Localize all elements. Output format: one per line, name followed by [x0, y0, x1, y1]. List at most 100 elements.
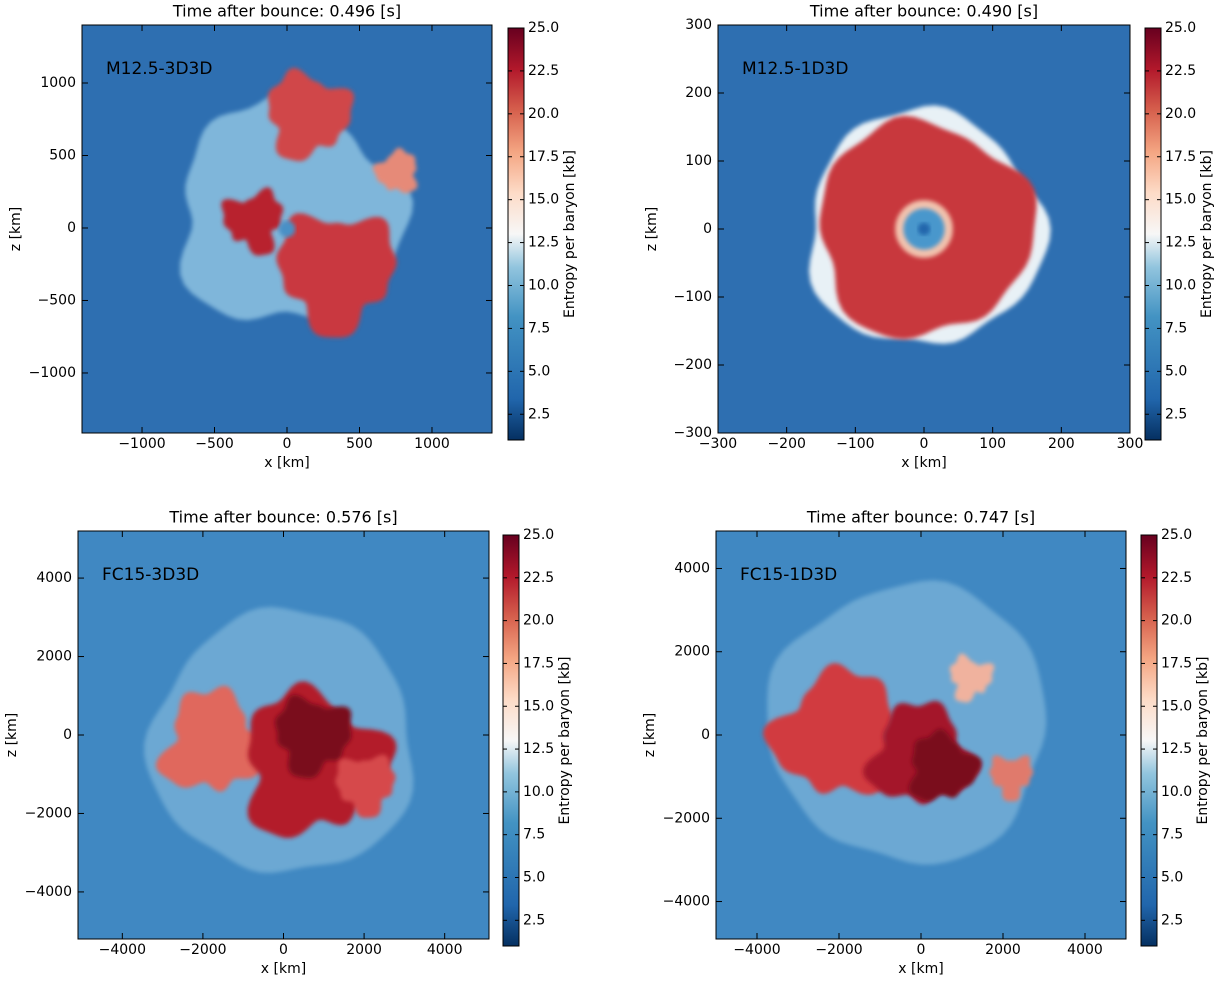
x-tick-label: 0 — [920, 436, 929, 452]
y-tick-label: 500 — [49, 147, 76, 163]
y-tick-label: −1000 — [29, 365, 76, 381]
colorbar-tick-label: 15.0 — [1161, 698, 1192, 714]
field-structure — [275, 694, 352, 779]
x-axis-label: x [km] — [898, 961, 943, 977]
y-tick-label: 1000 — [40, 75, 76, 91]
x-tick-label: 4000 — [427, 942, 463, 958]
colorbar-tick-label: 12.5 — [1165, 235, 1196, 251]
field-image — [78, 531, 489, 939]
y-axis-label: z [km] — [4, 713, 20, 757]
colorbar-tick-label: 12.5 — [1161, 741, 1192, 757]
colorbar — [507, 27, 525, 441]
y-tick-label: −4000 — [25, 884, 72, 900]
colorbar-tick-label: 17.5 — [528, 149, 559, 165]
x-tick-label: −4000 — [733, 942, 780, 958]
x-tick-label: 4000 — [1067, 942, 1103, 958]
y-axis-label: z [km] — [8, 207, 24, 251]
colorbar-tick-label: 2.5 — [1165, 406, 1187, 422]
colorbar-tick-label: 22.5 — [1161, 570, 1192, 586]
colorbar-label: Entropy per baryon [kb] — [1195, 657, 1211, 825]
y-tick-label: 0 — [63, 727, 72, 743]
x-tick-label: 500 — [346, 436, 373, 452]
field-structure — [221, 187, 284, 256]
colorbar-tick-label: 25.0 — [1165, 20, 1196, 36]
colorbar-label: Entropy per baryon [kb] — [1199, 150, 1215, 318]
x-tick-label: 0 — [283, 436, 292, 452]
field-structure — [335, 754, 396, 818]
field-structure — [276, 213, 397, 338]
x-tick-label: −500 — [195, 436, 233, 452]
x-tick-label: −4000 — [99, 942, 146, 958]
colorbar-tick-label: 17.5 — [523, 655, 554, 671]
y-axis-label: z [km] — [642, 713, 658, 757]
y-tick-label: −2000 — [663, 810, 710, 826]
panel: Time after bounce: 0.496 [s] M12.5-3D3D x … — [8, 2, 578, 472]
field-structure — [155, 685, 277, 792]
colorbar-tick-label: 17.5 — [1161, 655, 1192, 671]
field-structure — [372, 147, 418, 194]
colorbar-tick-label: 10.0 — [523, 784, 554, 800]
y-tick-label: 2000 — [36, 649, 72, 665]
panel: Time after bounce: 0.490 [s] M12.5-1D3D x … — [644, 2, 1215, 472]
annotation: M12.5-3D3D — [106, 59, 212, 79]
y-tick-label: 0 — [703, 221, 712, 237]
colorbar-tick-label: 15.0 — [1165, 192, 1196, 208]
colorbar — [1144, 27, 1162, 441]
colorbar-tick-label: 15.0 — [528, 192, 559, 208]
chart-title: Time after bounce: 0.747 [s] — [806, 508, 1035, 527]
x-tick-label: 300 — [1117, 436, 1144, 452]
colorbar-tick-label: 5.0 — [1161, 870, 1183, 886]
colorbar-tick-label: 7.5 — [1165, 320, 1187, 336]
y-tick-label: −2000 — [25, 805, 72, 821]
colorbar-label: Entropy per baryon [kb] — [562, 150, 578, 318]
colorbar-tick-label: 22.5 — [528, 63, 559, 79]
x-tick-label: −2000 — [179, 942, 226, 958]
y-tick-label: −200 — [674, 357, 712, 373]
colorbar-tick-label: 10.0 — [1165, 278, 1196, 294]
y-tick-label: 300 — [685, 17, 712, 33]
y-tick-label: −500 — [38, 292, 76, 308]
colorbar-tick-label: 7.5 — [523, 827, 545, 843]
field-image — [82, 25, 492, 433]
colorbar-tick-label: 2.5 — [523, 912, 545, 928]
x-tick-label: −2000 — [815, 942, 862, 958]
colorbar-tick-label: 22.5 — [1165, 63, 1196, 79]
field-structure — [989, 755, 1034, 802]
x-axis-label: x [km] — [901, 455, 946, 471]
colorbar-tick-label: 17.5 — [1165, 149, 1196, 165]
x-tick-label: 1000 — [414, 436, 450, 452]
x-tick-label: −200 — [767, 436, 805, 452]
y-tick-label: −100 — [674, 289, 712, 305]
colorbar-tick-label: 7.5 — [528, 320, 550, 336]
field-structure — [949, 653, 995, 703]
colorbar-tick-label: 10.0 — [528, 278, 559, 294]
colorbar-tick-label: 5.0 — [528, 363, 550, 379]
colorbar-tick-label: 25.0 — [523, 527, 554, 543]
colorbar-tick-label: 15.0 — [523, 698, 554, 714]
x-tick-label: 2000 — [346, 942, 382, 958]
annotation: FC15-3D3D — [102, 565, 199, 585]
y-tick-label: 4000 — [36, 570, 72, 586]
x-tick-label: −100 — [836, 436, 874, 452]
field-image — [718, 25, 1130, 433]
colorbar-tick-label: 5.0 — [523, 870, 545, 886]
annotation: M12.5-1D3D — [742, 59, 848, 79]
x-tick-label: −300 — [699, 436, 737, 452]
colorbar-tick-label: 20.0 — [1165, 106, 1196, 122]
colorbar-tick-label: 12.5 — [528, 235, 559, 251]
x-axis-label: x [km] — [264, 455, 309, 471]
x-tick-label: 2000 — [985, 942, 1021, 958]
chart-title: Time after bounce: 0.496 [s] — [172, 2, 401, 21]
colorbar-tick-label: 22.5 — [523, 570, 554, 586]
y-tick-label: 2000 — [674, 644, 710, 660]
x-tick-label: −1000 — [118, 436, 165, 452]
colorbar-tick-label: 12.5 — [523, 741, 554, 757]
panel: Time after bounce: 0.747 [s] FC15-1D3D x [… — [642, 508, 1211, 978]
y-tick-label: −4000 — [663, 894, 710, 910]
x-tick-label: 0 — [279, 942, 288, 958]
x-tick-label: 100 — [979, 436, 1006, 452]
colorbar-tick-label: 25.0 — [528, 20, 559, 36]
colorbar-tick-label: 20.0 — [528, 106, 559, 122]
x-axis-label: x [km] — [261, 961, 306, 977]
